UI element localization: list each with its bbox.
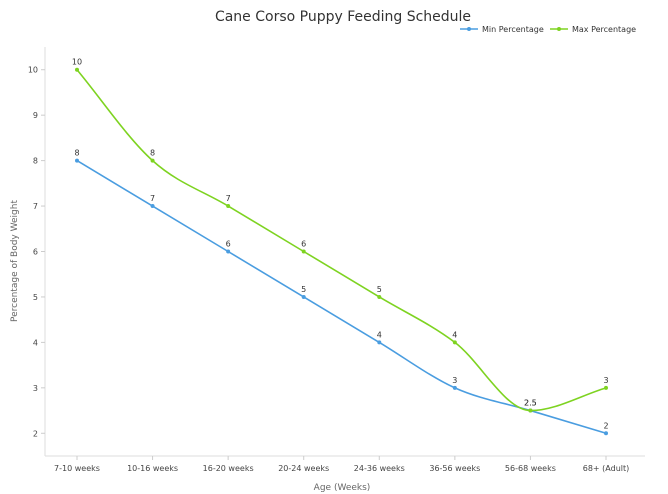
data-label-min-percentage: 8 <box>74 149 79 158</box>
y-tick-label: 9 <box>33 111 38 120</box>
x-axis-ticks: 7-10 weeks 10-16 weeks 16-20 weeks 20-24 we… <box>54 456 629 473</box>
data-label-max-percentage: 2.5 <box>524 399 537 408</box>
data-point-max-percentage <box>604 385 608 390</box>
y-tick-label: 10 <box>28 66 38 75</box>
series-min-percentage: 8 7 6 5 4 3 2.5 2 <box>74 149 609 436</box>
data-label-min-percentage: 2 <box>603 421 608 430</box>
data-label-max-percentage: 5 <box>377 285 382 294</box>
data-point-min-percentage <box>150 204 155 209</box>
data-label-max-percentage: 7 <box>226 194 231 203</box>
y-tick-label: 2 <box>33 429 38 438</box>
data-point-min-percentage <box>226 249 231 254</box>
data-point-max-percentage <box>226 204 231 209</box>
series-line-min-percentage <box>76 159 607 435</box>
data-label-max-percentage: 8 <box>150 149 155 158</box>
y-tick-label: 5 <box>33 293 38 302</box>
x-tick-label: 56-68 weeks <box>505 464 556 473</box>
y-tick-label: 8 <box>33 157 38 166</box>
legend-label: Max Percentage <box>572 25 636 34</box>
legend-item-max-percentage[interactable]: Max Percentage <box>550 25 636 34</box>
legend-swatch-marker <box>557 27 561 31</box>
data-label-max-percentage: 4 <box>452 330 457 339</box>
data-point-max-percentage <box>377 294 382 299</box>
x-tick-label: 68+ (Adult) <box>583 464 630 473</box>
data-point-min-percentage <box>377 340 382 345</box>
legend-label: Min Percentage <box>482 25 544 34</box>
data-point-min-percentage <box>452 385 457 390</box>
y-tick-label: 7 <box>33 202 38 211</box>
x-tick-label: 36-56 weeks <box>429 464 480 473</box>
data-label-min-percentage: 2.5 <box>524 399 537 408</box>
x-tick-label: 16-20 weeks <box>203 464 254 473</box>
y-tick-label: 4 <box>33 338 38 347</box>
data-point-max-percentage <box>528 408 533 413</box>
data-label-max-percentage: 3 <box>603 376 608 385</box>
legend-swatch-marker <box>467 27 471 31</box>
data-label-min-percentage: 6 <box>226 240 231 249</box>
y-axis-label: Percentage of Body Weight <box>10 200 20 322</box>
data-point-max-percentage <box>452 340 457 345</box>
data-point-min-percentage <box>75 158 79 163</box>
series-max-percentage: 10 8 7 6 5 4 2.5 3 <box>72 58 609 413</box>
series-line-max-percentage <box>76 69 607 412</box>
data-label-max-percentage: 6 <box>301 240 306 249</box>
y-tick-label: 6 <box>33 248 38 257</box>
data-label-min-percentage: 4 <box>377 330 382 339</box>
legend: Min Percentage Max Percentage <box>460 25 636 34</box>
x-tick-label: 10-16 weeks <box>127 464 178 473</box>
data-label-min-percentage: 7 <box>150 194 155 203</box>
x-axis-label: Age (Weeks) <box>314 483 371 493</box>
data-label-min-percentage: 5 <box>301 285 306 294</box>
data-point-min-percentage <box>604 431 608 436</box>
y-tick-label: 3 <box>33 384 38 393</box>
y-axis-ticks: 2 3 4 5 6 7 8 9 10 <box>28 66 45 438</box>
data-label-max-percentage: 10 <box>72 58 82 67</box>
data-point-max-percentage <box>150 158 155 163</box>
x-tick-label: 7-10 weeks <box>54 464 100 473</box>
x-tick-label: 20-24 weeks <box>278 464 329 473</box>
chart-title: Cane Corso Puppy Feeding Schedule <box>215 9 471 25</box>
data-point-max-percentage <box>75 67 79 72</box>
data-point-max-percentage <box>301 249 306 254</box>
data-label-min-percentage: 3 <box>452 376 457 385</box>
x-tick-label: 24-36 weeks <box>354 464 405 473</box>
data-point-min-percentage <box>301 294 306 299</box>
legend-item-min-percentage[interactable]: Min Percentage <box>460 25 544 34</box>
